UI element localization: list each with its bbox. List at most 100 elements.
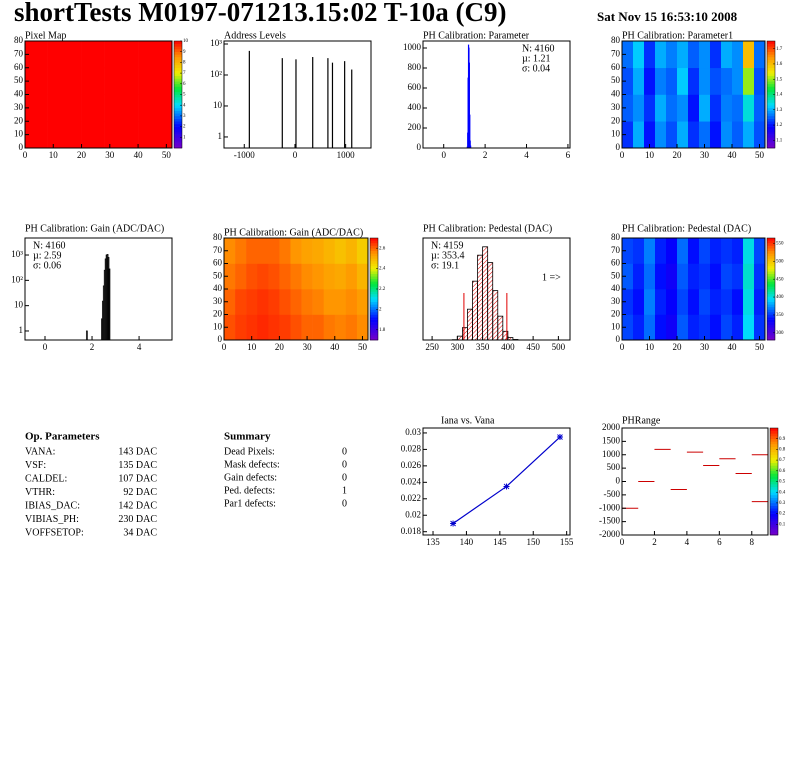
heatmap-cell [224,289,236,315]
colorbar-slice [767,322,775,325]
colorbar-slice [174,62,182,66]
colorbar-label: 0.7 [779,458,786,463]
colorbar-slice [767,49,775,52]
heatmap-cell [666,263,678,290]
heatmap-cell [312,238,324,264]
heatmap-cell [677,238,689,264]
y-tick-label: 70 [611,245,621,255]
heatmap-cell [115,94,128,122]
x-tick-label: 50 [162,150,172,160]
y-tick-label: 0 [616,142,621,152]
heatmap-cell [356,289,369,315]
x-tick-label: 300 [451,342,465,352]
colorbar-slice [767,97,775,101]
colorbar-label: 0.1 [779,522,786,527]
heatmap-cell [334,238,347,264]
summary-value: 0 [342,446,347,457]
heatmap-cell [754,289,766,315]
heatmap-cell [138,41,150,69]
heatmap-cell [677,41,689,69]
colorbar-slice [767,126,775,130]
heatmap-cell [138,121,150,149]
y-tick-label: 80 [611,232,621,242]
colorbar-slice [767,317,775,320]
plot-frame [24,237,173,341]
colorbar-slice [767,115,775,119]
page-title: shortTests M0197-071213.15:02 T-10a (C9) [14,0,507,27]
colorbar-slice [767,296,775,300]
colorbar-slice [770,497,778,501]
colorbar-slice [174,89,182,93]
heatmap-cell [644,94,656,122]
colorbar-slice [770,494,778,498]
heatmap-cell [279,289,291,315]
x-tick-label: 0 [441,150,446,160]
heatmap-cell [279,263,291,290]
heatmap-cell [699,289,711,315]
x-tick-label: 10 [645,150,655,160]
x-tick-label: 0 [43,342,48,352]
colorbar-slice [370,250,378,254]
colorbar-slice [767,57,775,61]
colorbar-slice [174,97,182,101]
colorbar-label: 8 [183,61,186,66]
heatmap-cell [334,263,347,290]
colorbar-slice [174,115,182,119]
plot-title: PH Calibration: Gain (ADC/DAC) [224,227,363,238]
heatmap-cell [312,289,324,315]
colorbar-slice [767,337,775,341]
heatmap-cell [149,94,161,122]
data-marker [556,434,563,441]
colorbar-slice [767,271,775,274]
stats-entry: µ: 1.21 [522,53,551,64]
heatmap-cell [743,289,755,315]
colorbar-slice [370,322,378,325]
colorbar-slice [174,102,182,106]
colorbar-slice [767,91,775,95]
colorbar-slice [770,476,778,480]
histogram-bar [477,254,484,341]
colorbar-slice [767,118,775,122]
colorbar-slice [767,268,775,272]
heatmap-cell [655,121,667,149]
colorbar-slice [767,319,775,323]
colorbar-slice [767,121,775,125]
heatmap-cell [104,41,116,69]
plot-title: Iana vs. Vana [441,415,495,426]
heatmap-cell [356,263,369,290]
colorbar-slice [770,473,778,477]
colorbar-slice [767,324,775,328]
y-tick-label: 10 [213,100,223,110]
heatmap-cell [25,94,37,122]
heatmap-cell [677,67,689,95]
param-value: 142 DAC [118,500,157,511]
colorbar-slice [370,253,378,257]
colorbar-slice [767,329,775,333]
histogram-bar [472,280,478,341]
colorbar-slice [770,470,778,474]
heatmap-cell [126,41,139,69]
colorbar-slice [767,86,775,90]
summary-label: Ped. defects: [224,485,275,496]
heatmap-cell [126,94,139,122]
heatmap-cell [699,263,711,290]
heatmap-cell [279,238,291,264]
heatmap-cell [721,263,733,290]
x-tick-label: 10 [645,342,655,352]
heatmap-cell [268,314,280,341]
colorbar-slice [174,118,182,122]
heatmap-cell [268,263,280,290]
colorbar-slice [370,294,378,297]
heatmap-cell [699,67,711,95]
colorbar-slice [767,89,775,93]
stats-entry: σ: 19.1 [431,260,459,271]
y-tick-label: 500 [607,462,621,472]
heatmap-cell [92,41,105,69]
heatmap-cell [710,289,722,315]
plot-frame [422,237,571,341]
x-tick-label: 10 [247,342,257,352]
x-tick-label: 8 [750,537,755,547]
plot-title: PH Calibration: Pedestal (DAC) [622,223,751,234]
colorbar-label: 0.9 [779,437,786,442]
y-tick-label: 60 [611,62,621,72]
